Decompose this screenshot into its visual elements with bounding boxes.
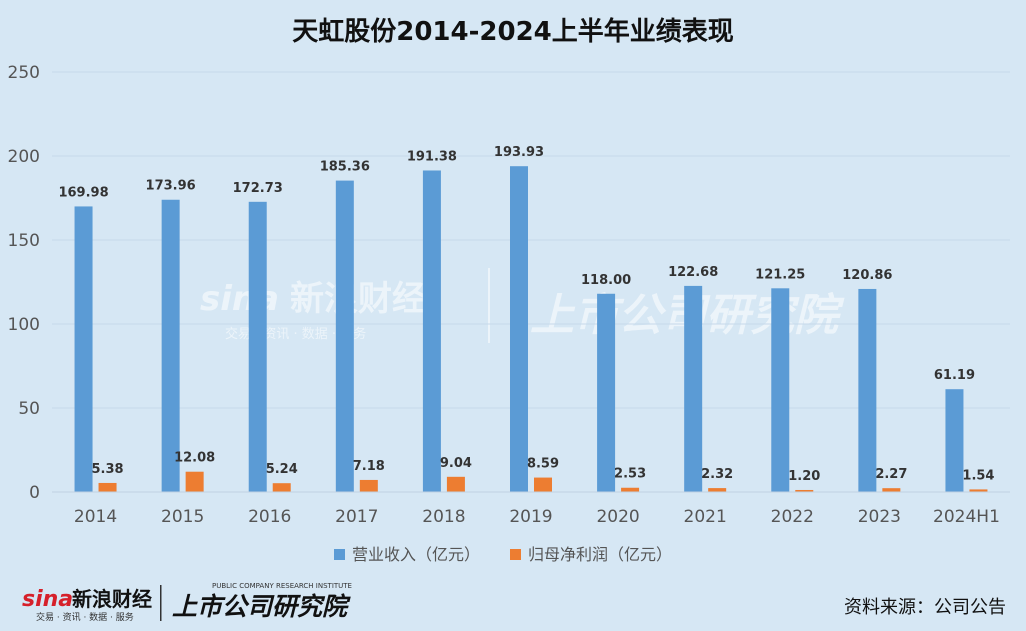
data-label-net-profit: 8.59 [527,457,559,472]
sina-watermark-logo: sina [200,279,279,319]
watermark-divider [488,268,490,343]
data-label-revenue: 173.96 [146,179,196,194]
x-tick-label: 2015 [161,507,204,527]
legend-swatch-net-profit [510,549,521,560]
data-label-revenue: 122.68 [668,265,718,280]
data-label-net-profit: 5.38 [92,462,124,477]
bar-revenue [858,288,877,492]
footer-logo: sina 新浪财经 交易 · 资讯 · 数据 · 服务 PUBLIC COMPA… [22,582,352,623]
legend-label-net-profit: 归母净利润（亿元） [528,545,672,564]
bars [74,166,988,492]
bar-net-profit [98,482,117,492]
legend-label-revenue: 营业收入（亿元） [352,545,480,564]
x-tick-label: 2021 [684,507,727,527]
footer-brand: 新浪财经 [72,587,152,611]
source-note: 资料来源：公司公告 [844,597,1006,618]
data-label-net-profit: 2.27 [875,467,907,482]
x-tick-label: 2016 [248,507,291,527]
x-tick-label: 2018 [422,507,465,527]
x-tick-label: 2024H1 [933,507,1000,527]
data-label-net-profit: 1.54 [962,468,994,483]
bar-net-profit [708,488,727,492]
data-label-net-profit: 1.20 [788,469,820,484]
y-tick-label: 250 [8,63,40,83]
bar-revenue [74,206,93,492]
data-label-revenue: 120.86 [842,268,892,283]
data-label-revenue: 193.93 [494,145,544,160]
bar-revenue [422,170,441,492]
bar-revenue [510,166,528,492]
chart-title: 天虹股份2014-2024上半年业绩表现 [292,16,734,47]
y-tick-label: 0 [29,483,40,503]
data-labels: 169.98 5.38 173.96 12.08 172.73 5.24 185.36 7.1… [58,145,994,484]
bar-revenue [248,201,267,492]
footer-column-en: PUBLIC COMPANY RESEARCH INSTITUTE [212,582,352,590]
y-tick-label: 200 [8,147,40,167]
legend-swatch-revenue [334,549,345,560]
bar-net-profit [795,489,814,492]
y-tick-label: 50 [18,399,40,419]
data-label-revenue: 61.19 [934,368,975,383]
footer-brand-sub: 交易 · 资讯 · 数据 · 服务 [36,611,134,623]
footer-column: 上市公司研究院 [172,592,351,621]
bar-net-profit [185,471,204,492]
bar-net-profit [272,483,291,492]
footer-divider [160,585,162,621]
bar-revenue [771,288,790,492]
data-label-net-profit: 7.18 [353,459,385,474]
x-tick-label: 2014 [74,507,117,527]
bar-net-profit [359,479,378,492]
bar-net-profit [534,477,552,492]
data-label-net-profit: 5.24 [266,462,298,477]
y-tick-label: 100 [8,315,40,335]
x-tick-label: 2017 [335,507,378,527]
x-tick-label: 2022 [771,507,814,527]
data-label-revenue: 169.98 [58,185,108,200]
legend: 营业收入（亿元） 归母净利润（亿元） [334,545,672,564]
data-label-revenue: 121.25 [755,267,805,282]
x-tick-label: 2020 [596,507,639,527]
data-label-revenue: 185.36 [320,160,370,175]
bar-net-profit [621,487,640,492]
bar-net-profit [446,476,465,492]
bar-net-profit [882,488,901,492]
bar-net-profit [969,489,988,492]
watermark-brand: 新浪财经 [290,279,426,319]
data-label-revenue: 191.38 [407,149,457,164]
data-label-net-profit: 9.04 [440,456,472,471]
data-label-net-profit: 2.32 [701,467,733,482]
sina-logo: sina [22,587,73,612]
bar-revenue [684,285,703,492]
x-axis: 2014 2015 2016 2017 2018 2019 2020 2021 2022 2023… [52,491,1010,527]
data-label-revenue: 172.73 [233,181,283,196]
bar-revenue [945,389,964,492]
bar-revenue [597,293,616,492]
y-axis: 0 50 100 150 200 250 [8,63,40,503]
x-tick-label: 2023 [858,507,901,527]
data-label-net-profit: 2.53 [614,467,646,482]
data-label-net-profit: 12.08 [174,451,215,466]
y-tick-label: 150 [8,231,40,251]
bar-revenue [335,180,354,492]
bar-revenue [161,199,180,492]
data-label-revenue: 118.00 [581,273,631,288]
x-tick-label: 2019 [509,507,552,527]
